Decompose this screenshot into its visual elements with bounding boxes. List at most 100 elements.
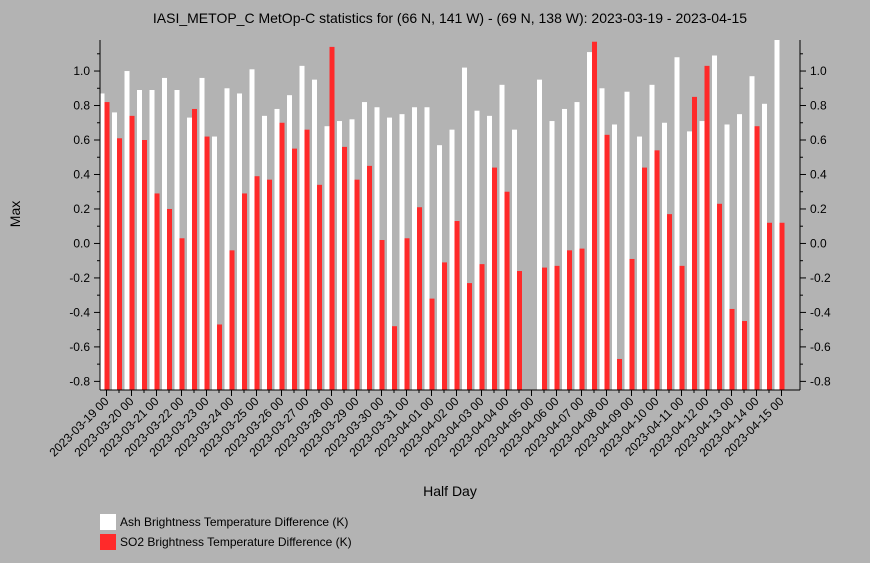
so2-bar <box>679 265 685 390</box>
so2-bar <box>267 179 272 390</box>
so2-bar <box>142 140 147 390</box>
ash-bar <box>512 129 517 391</box>
legend-item-so2: SO2 Brightness Temperature Difference (K… <box>100 532 352 552</box>
so2-bar <box>579 248 585 390</box>
so2-bar <box>192 108 197 390</box>
ash-bar <box>749 76 755 390</box>
y-tick-label-left: 0.2 <box>73 202 90 216</box>
ash-bar <box>324 126 330 390</box>
ash-bar <box>112 112 117 391</box>
bars-group <box>99 40 785 391</box>
ash-bar <box>712 55 717 390</box>
y-tick-label-right: 0.0 <box>810 236 827 250</box>
ash-bar <box>99 93 105 390</box>
so2-bar <box>542 267 547 390</box>
ash-bar <box>262 115 267 391</box>
chart-title: IASI_METOP_C MetOp-C statistics for (66 … <box>153 10 747 26</box>
y-tick-label-left: -0.4 <box>69 305 90 319</box>
so2-bar <box>354 179 360 390</box>
ash-bar <box>437 145 442 390</box>
ash-bar <box>362 102 367 390</box>
so2-bar <box>642 167 647 390</box>
so2-bar <box>492 167 497 390</box>
so2-bar <box>404 238 410 390</box>
so2-bar <box>667 214 672 390</box>
so2-bar <box>379 240 385 390</box>
so2-bar <box>517 271 522 390</box>
ash-bar <box>549 121 555 390</box>
so2-bar <box>154 193 160 390</box>
ash-bar <box>137 90 142 390</box>
so2-bar <box>617 358 622 390</box>
ash-bar <box>737 114 742 390</box>
ash-bar <box>699 121 705 390</box>
so2-bar <box>767 222 772 390</box>
y-tick-label-left: 0.0 <box>73 236 90 250</box>
y-tick-label-right: -0.2 <box>810 271 831 285</box>
so2-bar <box>129 115 135 391</box>
y-tick-label-left: -0.8 <box>69 374 90 388</box>
so2-bar <box>554 265 560 390</box>
ash-bar <box>574 102 580 390</box>
ash-bar <box>474 110 480 391</box>
ash-bar <box>649 84 655 391</box>
legend-swatch-ash <box>100 514 116 530</box>
so2-bar <box>429 298 435 390</box>
so2-bar <box>704 65 710 391</box>
ash-bar <box>187 117 192 390</box>
ash-bar <box>124 71 130 390</box>
so2-bar <box>629 258 635 390</box>
so2-bar <box>692 96 697 391</box>
y-tick-label-right: -0.8 <box>810 374 831 388</box>
ash-bar <box>212 136 217 390</box>
ash-bar <box>487 115 492 391</box>
so2-bar <box>104 102 110 390</box>
ash-bar <box>374 107 380 390</box>
ash-bar <box>462 67 467 390</box>
ash-bar <box>274 108 280 390</box>
y-tick-label-right: 0.2 <box>810 202 827 216</box>
so2-bar <box>717 203 722 390</box>
ash-bar <box>449 129 455 391</box>
legend-label-so2: SO2 Brightness Temperature Difference (K… <box>120 535 352 549</box>
y-tick-label-left: 0.4 <box>73 167 90 181</box>
ash-bar <box>249 69 255 390</box>
so2-bar <box>504 191 510 390</box>
y-tick-label-left: -0.6 <box>69 340 90 354</box>
so2-bar <box>367 165 372 390</box>
ash-bar <box>399 114 405 390</box>
ash-bar <box>299 65 305 391</box>
ash-bar <box>424 107 430 390</box>
y-tick-label-left: 0.6 <box>73 133 90 147</box>
so2-bar <box>742 321 747 390</box>
ash-bar <box>774 40 780 390</box>
ash-bar <box>537 79 542 390</box>
x-axis-title: Half Day <box>423 483 477 499</box>
so2-bar <box>392 326 397 390</box>
ash-bar <box>387 117 392 390</box>
y-tick-label-right: 0.8 <box>810 99 827 113</box>
so2-bar <box>317 184 322 390</box>
so2-bar <box>242 193 247 390</box>
so2-bar <box>229 250 235 390</box>
so2-bar <box>179 238 185 390</box>
ash-bar <box>237 93 242 390</box>
so2-bar <box>592 41 597 391</box>
so2-bar <box>304 129 310 391</box>
ash-bar <box>587 52 592 390</box>
so2-bar <box>217 324 222 390</box>
ash-bar <box>199 77 205 391</box>
so2-bar <box>254 176 260 390</box>
legend-label-ash: Ash Brightness Temperature Difference (K… <box>120 515 349 529</box>
y-tick-label-right: -0.4 <box>810 305 831 319</box>
so2-bar <box>654 150 660 390</box>
so2-bar <box>417 207 422 390</box>
ash-bar <box>287 95 292 390</box>
axes-group: -0.8 -0.8 -0.6 -0.6 -0.4 -0.4 -0.2 -0.2 0.0 0.0 0.… <box>47 40 831 459</box>
so2-bar <box>167 208 172 390</box>
ash-bar <box>174 90 180 390</box>
ash-bar <box>562 108 567 390</box>
so2-bar <box>442 262 447 390</box>
ash-bar <box>662 122 667 391</box>
